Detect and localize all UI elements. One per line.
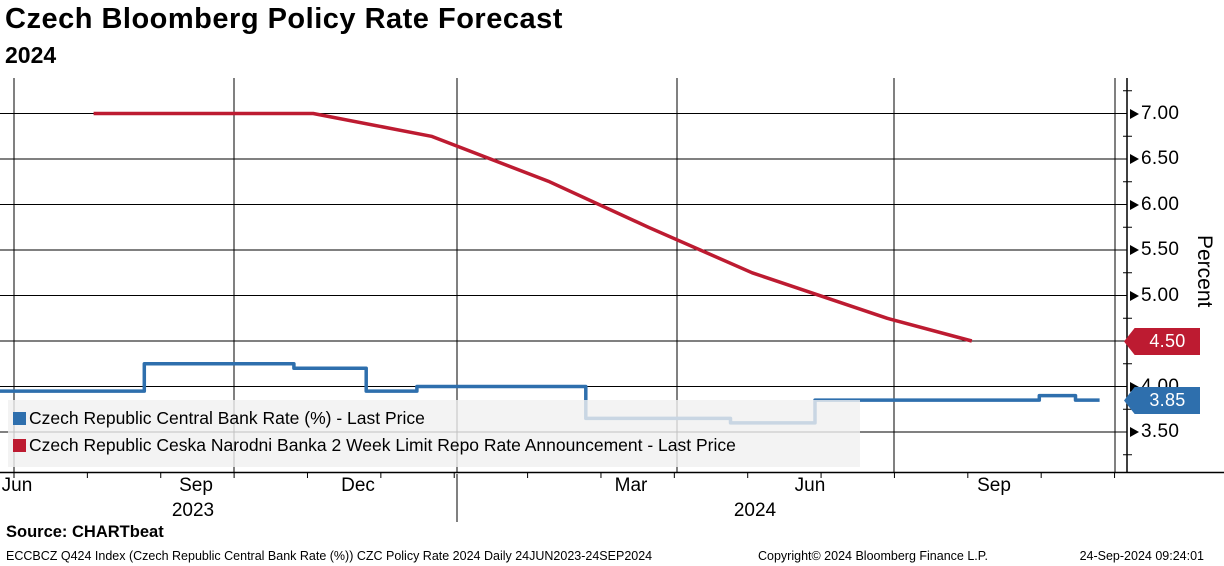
x-axis-month-label: Sep: [977, 475, 1011, 496]
legend-item-central-bank-rate: Czech Republic Central Bank Rate (%) - L…: [13, 405, 860, 432]
legend-swatch-red-icon: [13, 439, 26, 452]
y-axis-label-text: 5.50: [1141, 239, 1180, 260]
last-price-value-repo-rate: 4.50: [1149, 331, 1186, 351]
y-axis-title: Percent: [1193, 235, 1216, 308]
last-price-badge-central-bank-rate: 3.85: [1124, 387, 1200, 414]
tick-arrow-icon: [1130, 108, 1139, 119]
y-axis-label-text: 6.50: [1141, 148, 1180, 169]
chart-legend: Czech Republic Central Bank Rate (%) - L…: [8, 400, 860, 467]
tick-arrow-icon: [1130, 427, 1139, 437]
footer-datetime: 24-Sep-2024 09:24:01: [1079, 549, 1204, 563]
x-axis-month-label: Jun: [1, 475, 33, 496]
chart-subtitle: 2024: [5, 42, 57, 68]
x-axis-month-label: Mar: [614, 475, 648, 496]
footer-index-description: ECCBCZ Q424 Index (Czech Republic Centra…: [6, 549, 653, 563]
x-axis-year-label: 2023: [171, 500, 215, 521]
last-price-value-central-bank-rate: 3.85: [1149, 390, 1186, 410]
last-price-badge-repo-rate: 4.50: [1124, 328, 1200, 355]
legend-label-repo-rate: Czech Republic Ceska Narodni Banka 2 Wee…: [29, 435, 736, 455]
tick-arrow-icon: [1130, 245, 1139, 255]
y-axis-label: 5.50: [1128, 239, 1179, 261]
legend-swatch-blue-icon: [13, 412, 26, 425]
y-axis-label-text: 3.50: [1141, 421, 1180, 442]
y-axis-label-text: 5.00: [1141, 284, 1180, 306]
y-axis-label: 3.50: [1128, 421, 1179, 443]
x-axis-month-label: Dec: [341, 475, 375, 496]
y-axis-label: 6.00: [1128, 194, 1179, 216]
x-axis-month-label: Sep: [179, 475, 213, 496]
source-line: Source: CHARTbeat: [6, 523, 164, 541]
y-axis-label-text: 7.00: [1141, 102, 1180, 124]
tick-arrow-icon: [1130, 381, 1139, 392]
legend-item-repo-rate: Czech Republic Ceska Narodni Banka 2 Wee…: [13, 432, 860, 459]
tick-arrow-icon: [1130, 154, 1139, 164]
y-axis-label: 6.50: [1128, 148, 1179, 170]
x-axis-year-label: 2024: [733, 500, 777, 521]
repo-rate-line: [93, 111, 973, 343]
footer-copyright: Copyright© 2024 Bloomberg Finance L.P.: [758, 549, 988, 563]
y-axis-label: 7.00: [1128, 103, 1179, 125]
y-axis-label: 5.00: [1128, 285, 1179, 307]
y-axis-label-text: 6.00: [1141, 193, 1180, 215]
tick-arrow-icon: [1130, 290, 1139, 301]
tick-arrow-icon: [1130, 199, 1139, 210]
x-axis-month-label: Jun: [794, 475, 826, 496]
legend-label-central-bank-rate: Czech Republic Central Bank Rate (%) - L…: [29, 408, 425, 428]
page-title: Czech Bloomberg Policy Rate Forecast: [5, 3, 563, 35]
